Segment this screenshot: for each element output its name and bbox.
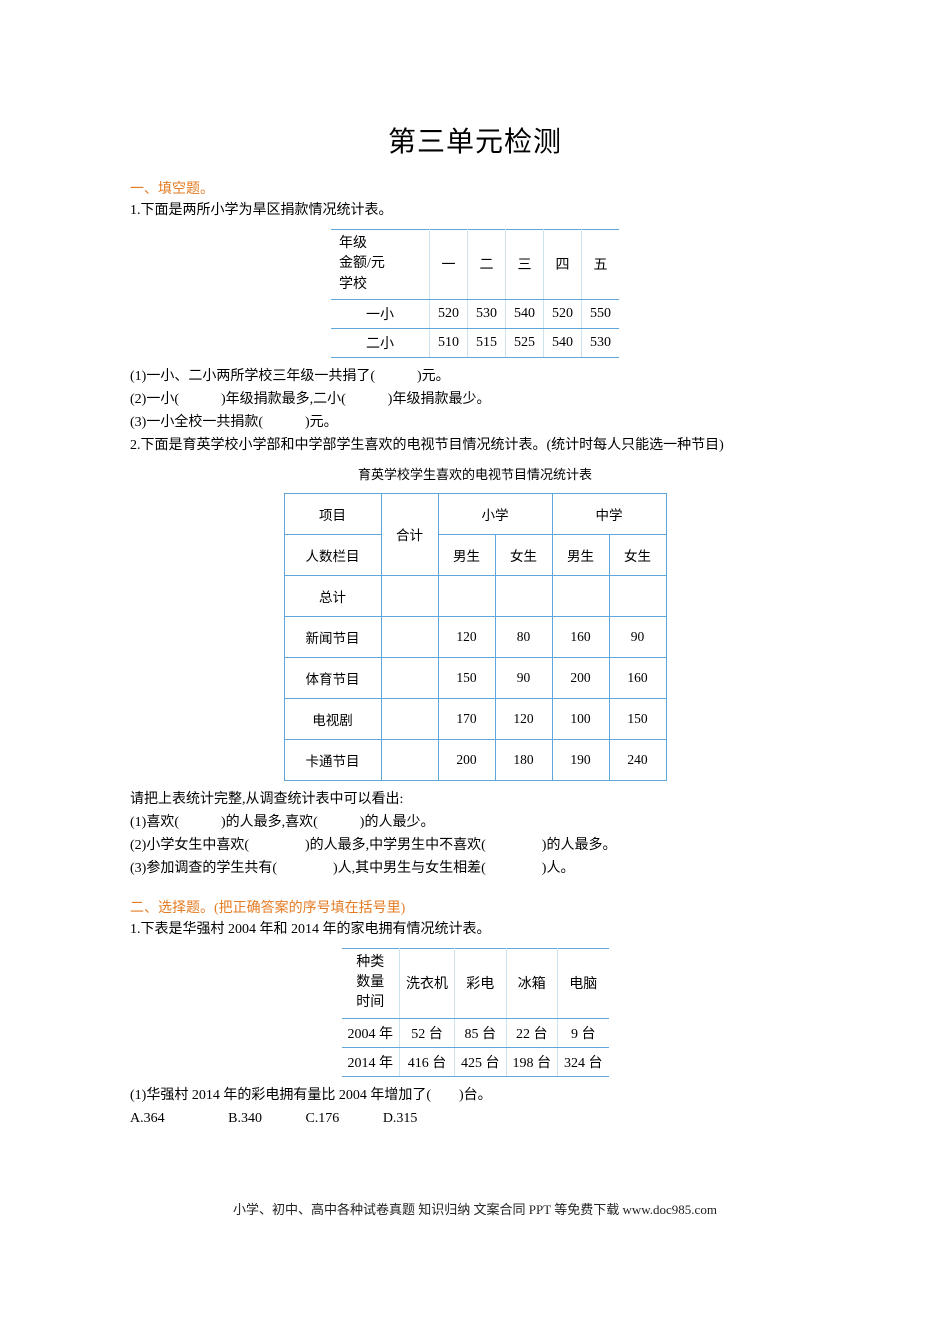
t3-r1-c1: 52 台: [400, 1018, 455, 1047]
t2-r0-pg: [495, 575, 552, 616]
t2-h-middle: 中学: [552, 493, 666, 534]
t2-r1-name: 新闻节目: [284, 616, 381, 657]
t2-r3-name: 电视剧: [284, 698, 381, 739]
t3-c1: 洗衣机: [400, 948, 455, 1018]
q1-lead: 1.下面是两所小学为旱区捐款情况统计表。: [130, 200, 820, 221]
t2-r0-total: [381, 575, 438, 616]
t2-h-pboy: 男生: [438, 534, 495, 575]
t2-r0-pb: [438, 575, 495, 616]
t2-r3-mb: 100: [552, 698, 609, 739]
opt-a[interactable]: A.364: [130, 1108, 165, 1129]
t1-r2-c5: 530: [582, 328, 620, 357]
t1-r1-c4: 520: [544, 299, 582, 328]
t2-h-primary: 小学: [438, 493, 552, 534]
t1-r2-c2: 515: [468, 328, 506, 357]
t2-r2-name: 体育节目: [284, 657, 381, 698]
t3-r2-c3: 198 台: [506, 1047, 558, 1076]
t2-r1-pb: 120: [438, 616, 495, 657]
t3-r1-name: 2004 年: [342, 1018, 400, 1047]
q2-sub1: (1)喜欢( )的人最多,喜欢( )的人最少。: [130, 812, 820, 833]
t1-r2-c3: 525: [506, 328, 544, 357]
t2-r3-pb: 170: [438, 698, 495, 739]
t2-r2-pb: 150: [438, 657, 495, 698]
t1-head-stack: 年级 金额/元 学校: [339, 234, 421, 295]
t2-h-sub: 人数栏目: [284, 534, 381, 575]
t2-r4-mb: 190: [552, 739, 609, 780]
section-1-heading: 一、填空题。: [130, 178, 820, 198]
s2q1-sub1: (1)华强村 2014 年的彩电拥有量比 2004 年增加了( )台。: [130, 1085, 820, 1106]
t3-r1-c4: 9 台: [558, 1018, 609, 1047]
opt-c[interactable]: C.176: [305, 1108, 339, 1129]
t3-r2-c1: 416 台: [400, 1047, 455, 1076]
appliance-table: 种类 数量 时间 洗衣机 彩电 冰箱 电脑 2004 年 52 台 85 台 2…: [342, 948, 609, 1077]
page-title: 第三单元检测: [130, 120, 820, 160]
t3-r2-name: 2014 年: [342, 1047, 400, 1076]
t3-r2-c4: 324 台: [558, 1047, 609, 1076]
q2-lead: 2.下面是育英学校小学部和中学部学生喜欢的电视节目情况统计表。(统计时每人只能选…: [130, 435, 820, 456]
t1-col-4: 四: [544, 230, 582, 300]
t1-r1-c3: 540: [506, 299, 544, 328]
t1-r2-name: 二小: [331, 328, 430, 357]
t2-h-mgirl: 女生: [609, 534, 666, 575]
t2-h-pgirl: 女生: [495, 534, 552, 575]
t1-r2-c1: 510: [430, 328, 468, 357]
t2-r4-name: 卡通节目: [284, 739, 381, 780]
tv-table: 项目 合计 小学 中学 人数栏目 男生 女生 男生 女生 总计 新: [284, 493, 667, 781]
t1-r1-c1: 520: [430, 299, 468, 328]
t2-r4-mg: 240: [609, 739, 666, 780]
t2-r4-pg: 180: [495, 739, 552, 780]
t1-col-1: 一: [430, 230, 468, 300]
q1-sub1: (1)一小、二小两所学校三年级一共捐了( )元。: [130, 366, 820, 387]
s2q1-lead: 1.下表是华强村 2004 年和 2014 年的家电拥有情况统计表。: [130, 919, 820, 940]
t2-r4-pb: 200: [438, 739, 495, 780]
t3-c4: 电脑: [558, 948, 609, 1018]
q2-follow-lead: 请把上表统计完整,从调查统计表中可以看出:: [130, 789, 820, 810]
t1-col-5: 五: [582, 230, 620, 300]
t3-r1-c3: 22 台: [506, 1018, 558, 1047]
q2-sub2: (2)小学女生中喜欢( )的人最多,中学男生中不喜欢( )的人最多。: [130, 835, 820, 856]
opt-b[interactable]: B.340: [228, 1108, 262, 1129]
s2q1-options: A.364 B.340 C.176 D.315: [130, 1108, 820, 1129]
t1-col-3: 三: [506, 230, 544, 300]
t2-r4-total: [381, 739, 438, 780]
t1-col-2: 二: [468, 230, 506, 300]
t3-r2-c2: 425 台: [455, 1047, 507, 1076]
t2-h-mboy: 男生: [552, 534, 609, 575]
t1-r1-c2: 530: [468, 299, 506, 328]
q2-caption: 育英学校学生喜欢的电视节目情况统计表: [130, 464, 820, 483]
t2-r3-pg: 120: [495, 698, 552, 739]
page-footer: 小学、初中、高中各种试卷真题 知识归纳 文案合同 PPT 等免费下载 www.d…: [0, 1199, 950, 1218]
t3-c3: 冰箱: [506, 948, 558, 1018]
t2-r1-mb: 160: [552, 616, 609, 657]
t3-r1-c2: 85 台: [455, 1018, 507, 1047]
t2-r1-total: [381, 616, 438, 657]
t2-r2-pg: 90: [495, 657, 552, 698]
t3-head-stack: 种类 数量 时间: [348, 953, 394, 1014]
t2-h-item: 项目: [284, 493, 381, 534]
t2-r0-mg: [609, 575, 666, 616]
t1-r1-c5: 550: [582, 299, 620, 328]
t3-c2: 彩电: [455, 948, 507, 1018]
t2-r2-mb: 200: [552, 657, 609, 698]
donation-table: 年级 金额/元 学校 一 二 三 四 五 一小 520 530 540 520 …: [331, 229, 619, 358]
t2-r0-name: 总计: [284, 575, 381, 616]
q1-sub3: (3)一小全校一共捐款( )元。: [130, 412, 820, 433]
t2-r3-total: [381, 698, 438, 739]
t2-r1-pg: 80: [495, 616, 552, 657]
q1-sub2: (2)一小( )年级捐款最多,二小( )年级捐款最少。: [130, 389, 820, 410]
t1-r2-c4: 540: [544, 328, 582, 357]
t2-r1-mg: 90: [609, 616, 666, 657]
q2-sub3: (3)参加调查的学生共有( )人,其中男生与女生相差( )人。: [130, 858, 820, 879]
t2-r0-mb: [552, 575, 609, 616]
t1-r1-name: 一小: [331, 299, 430, 328]
t2-r2-total: [381, 657, 438, 698]
opt-d[interactable]: D.315: [383, 1108, 418, 1129]
t2-r3-mg: 150: [609, 698, 666, 739]
t2-r2-mg: 160: [609, 657, 666, 698]
t2-h-total: 合计: [381, 493, 438, 575]
section-2-heading: 二、选择题。(把正确答案的序号填在括号里): [130, 897, 820, 917]
